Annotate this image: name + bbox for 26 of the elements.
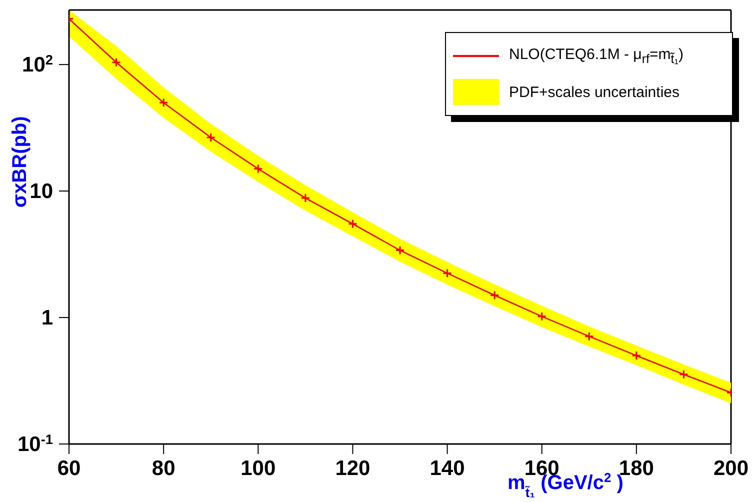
y-axis-title: σxBR(pb) xyxy=(9,116,31,208)
point xyxy=(112,58,122,68)
x-tick-label: 140 xyxy=(430,457,465,480)
x-tick-label: 120 xyxy=(335,457,370,480)
point xyxy=(253,164,263,174)
y-tick-label: 10 xyxy=(30,180,53,204)
legend-label: NLO(CTEQ6.1M - μ$_{rf}$=m$_{t̃₁}$) xyxy=(509,46,684,66)
point xyxy=(348,219,358,229)
point xyxy=(206,132,216,142)
point xyxy=(300,193,310,203)
x-tick-label: 200 xyxy=(713,457,749,480)
y-tick-label: 1 xyxy=(41,306,54,330)
y-tick-label: 10$^{-1}$ xyxy=(18,432,54,456)
x-tick-label: 80 xyxy=(152,457,176,480)
point xyxy=(158,98,168,108)
point xyxy=(584,332,594,342)
point xyxy=(442,268,452,278)
x-tick-label: 60 xyxy=(57,457,81,480)
y-tick-label: 10$^{2}$ xyxy=(22,52,54,77)
x-tick-label: 100 xyxy=(240,457,276,480)
point xyxy=(490,290,500,300)
point xyxy=(537,312,547,322)
point xyxy=(632,350,642,360)
annotation: PDF+scales uncertainties xyxy=(509,84,680,100)
point xyxy=(395,246,405,256)
point xyxy=(678,370,688,380)
